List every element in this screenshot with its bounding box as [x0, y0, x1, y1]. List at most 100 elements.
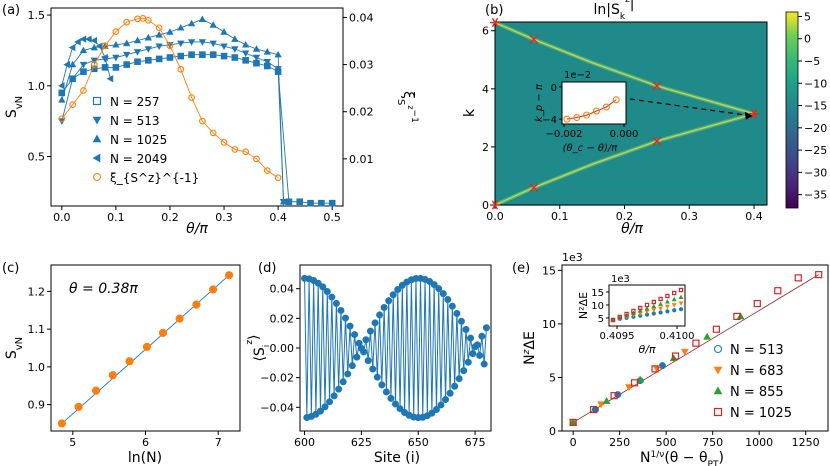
panel-a-point	[242, 50, 250, 58]
panel-a-frame	[50, 7, 344, 207]
panel-d-point	[387, 394, 395, 402]
panel-b-inset-arrow	[629, 98, 751, 117]
panel-a-legend-label: N = 2049	[110, 152, 167, 166]
panel-b-inset-xtick-label: −0.002	[545, 129, 582, 140]
panel-a-point	[198, 15, 207, 23]
panel-b-heat-band	[495, 49, 767, 58]
panel-d-ytick-label: 0.04	[270, 283, 295, 296]
panel-a-point	[144, 33, 152, 41]
panel-a-point	[85, 35, 92, 43]
panel-a-xtick-label: 0.3	[215, 211, 233, 224]
panel-b-x-marker	[529, 34, 539, 44]
panel-b-inset-ytick-label: −4	[542, 115, 557, 126]
panel-a-point	[58, 96, 66, 103]
panel-a-point	[274, 50, 282, 58]
panel-a-ytick-label: 1.5	[28, 9, 46, 22]
panel-e-point	[669, 354, 678, 362]
panel-a-point	[252, 45, 261, 52]
panel-a-point	[253, 155, 260, 163]
panel-a-point	[166, 28, 174, 35]
panel-a-point	[177, 65, 185, 73]
panel-c-point	[209, 285, 218, 294]
panel-c-point	[142, 342, 152, 351]
panel-a-point	[68, 43, 76, 52]
panel-e-point	[680, 348, 689, 356]
panel-e-point	[569, 418, 578, 426]
panel-d-point	[455, 375, 463, 383]
panel-c-point	[57, 419, 67, 428]
panel-a-point	[79, 35, 87, 43]
panel-b-heat-band	[495, 103, 767, 112]
panel-a-point	[209, 40, 217, 48]
panel-e-legend-label: N = 683	[730, 364, 784, 379]
panel-a-y2tick-label: 0.04	[349, 11, 374, 24]
panel-e-point	[753, 299, 761, 308]
panel-a-point	[296, 198, 304, 206]
panel-d-point	[478, 332, 486, 340]
panel-b-inset-line	[566, 99, 617, 120]
panel-c-ytick-label: 1.0	[28, 361, 46, 374]
panel-e-point	[610, 392, 618, 400]
panel-e-inset-point	[678, 301, 684, 306]
panel-e-inset-point	[637, 308, 643, 313]
panel-e-point	[651, 365, 659, 373]
panel-d-point	[444, 296, 452, 304]
panel-e-point	[602, 396, 611, 404]
panel-b-xtick-label: 0.0	[486, 210, 504, 223]
colorbar-tick-label: −5	[804, 55, 820, 68]
panel-a-point	[242, 148, 250, 156]
panel-d-point	[480, 360, 488, 368]
panel-e-inset-ylabel: N²ΔE	[577, 292, 590, 319]
panel-b-ytick-label: 6	[482, 25, 489, 38]
colorbar-tick-label: −35	[804, 189, 827, 202]
panel-a-point	[123, 51, 131, 59]
panel-d-point	[476, 351, 484, 359]
panel-a-point	[134, 58, 141, 66]
panel-a-point	[166, 42, 174, 50]
panel-a-point	[231, 146, 239, 153]
panel-d-point	[332, 299, 340, 307]
panel-a-point	[209, 51, 217, 58]
panel-a-point	[90, 61, 98, 68]
panel-a-point	[177, 52, 185, 60]
panel-a-legend-marker	[92, 172, 102, 182]
panel-b-star-marker	[749, 109, 760, 119]
panel-a-point	[220, 139, 228, 146]
panel-e-inset-point	[658, 306, 664, 311]
panel-a-point	[166, 54, 174, 61]
panel-a-point	[68, 60, 77, 68]
panel-e-frame	[561, 264, 829, 432]
panel-d-point	[337, 306, 345, 314]
panel-a-point	[220, 28, 228, 35]
panel-a-point	[187, 19, 196, 27]
panel-a-point	[112, 54, 120, 62]
panel-a-point	[318, 199, 325, 207]
panel-b-xtick-label: 0.3	[681, 210, 699, 223]
panel-d-point	[439, 290, 447, 298]
panel-e-ytick-label: 15	[542, 264, 556, 277]
panel-a-legend-label: N = 513	[110, 114, 160, 128]
panel-e-inset-point	[664, 304, 670, 310]
panel-d-point	[351, 331, 359, 339]
panel-d-xtick-label: 600	[294, 436, 315, 449]
panel-b-x-marker-stroke	[652, 81, 662, 91]
panel-d-ylabel: ⟨Siz⟩	[245, 334, 272, 361]
panel-a-point	[242, 57, 249, 64]
panel-d-point	[398, 281, 406, 289]
panel-a-point	[144, 46, 152, 53]
panel-a-point	[80, 68, 87, 75]
panel-b-ytick-label: 0	[482, 199, 489, 212]
panel-a-point	[263, 59, 271, 66]
panel-b-heat-band	[495, 184, 767, 193]
panel-d-point	[346, 322, 354, 330]
panel-a-point	[307, 199, 314, 207]
panel-d-point	[328, 293, 336, 301]
panel-b-x-marker	[652, 136, 662, 146]
panel-b-xtick-label: 0.1	[551, 210, 569, 223]
panel-c-point	[192, 300, 201, 309]
panel-d-xtick-label: 675	[465, 436, 486, 449]
panel-d-ytick-label: −0.02	[260, 372, 294, 385]
panel-a-point	[133, 36, 142, 44]
panel-e-legend-marker	[713, 344, 723, 354]
panel-a-point	[123, 61, 131, 68]
